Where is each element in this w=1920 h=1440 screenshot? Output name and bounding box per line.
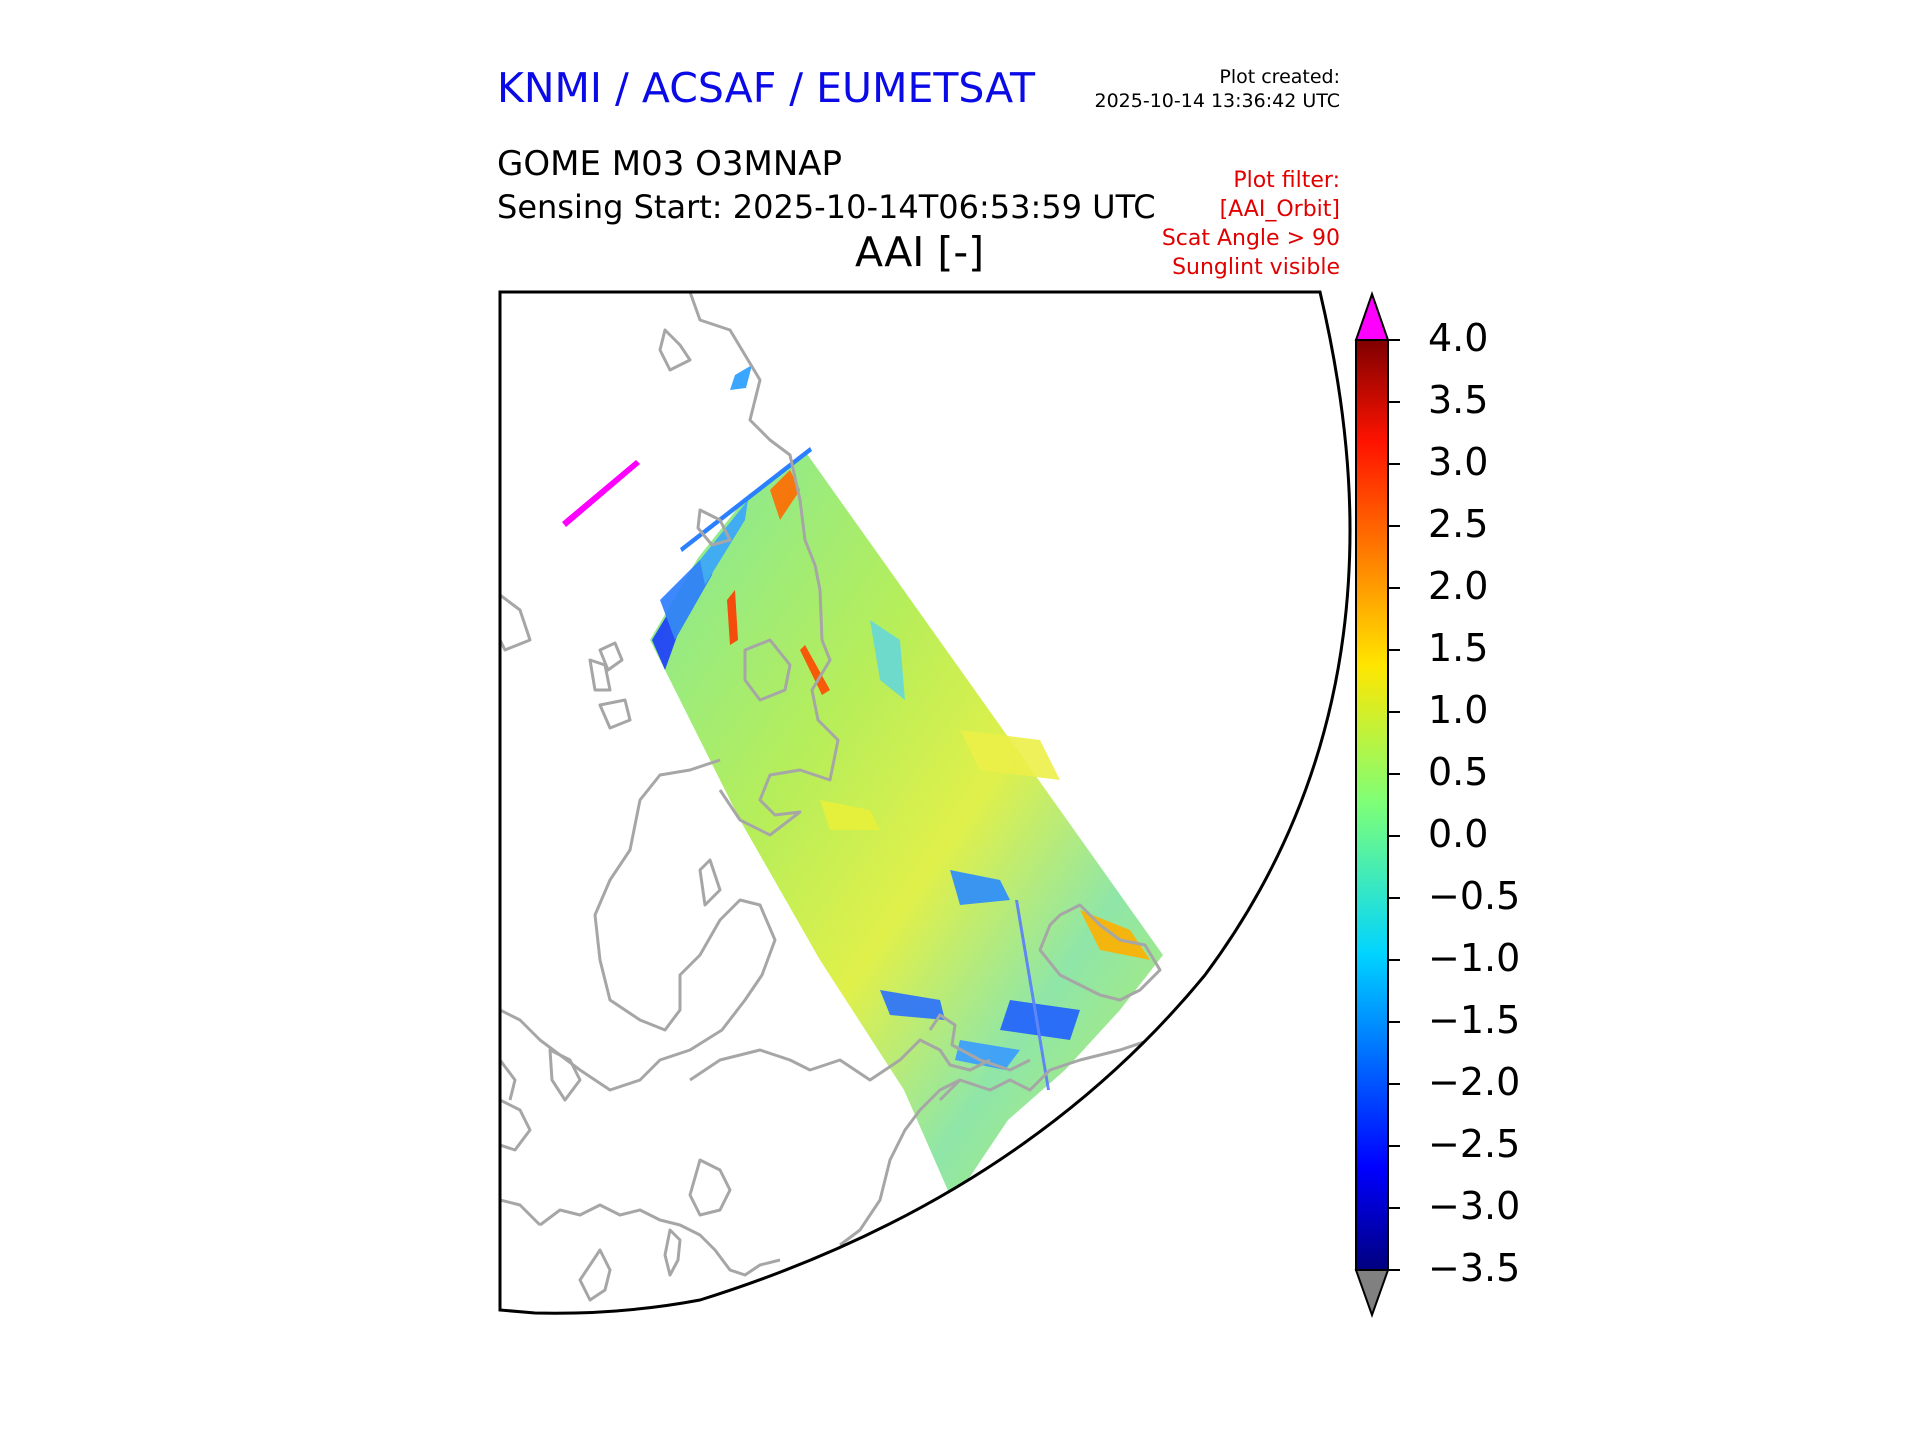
colorbar-tick-label: 1.0	[1428, 688, 1489, 732]
swath-strip	[680, 447, 812, 552]
plot-created-label: Plot created:	[1219, 66, 1340, 88]
swath-patch	[730, 365, 752, 390]
colorbar-tick-label: −3.5	[1428, 1246, 1521, 1290]
sensing-start: Sensing Start: 2025-10-14T06:53:59 UTC	[497, 188, 1156, 226]
colorbar-tick-label: 2.0	[1428, 564, 1489, 608]
colorbar-over-extend	[1354, 290, 1390, 341]
plot-filter-scat-angle: Scat Angle > 90	[1161, 226, 1340, 251]
plot-filter-label: Plot filter:	[1233, 168, 1340, 193]
colorbar-tick-label: 2.5	[1428, 502, 1489, 546]
quantity-title: AAI [-]	[855, 228, 985, 276]
map-frame	[498, 290, 1352, 1315]
colorbar-tick-label: −3.0	[1428, 1184, 1521, 1228]
colorbar-tick-label: 4.0	[1428, 316, 1489, 360]
colorbar-tick-label: 1.5	[1428, 626, 1489, 670]
colorbar-tick-label: −2.0	[1428, 1060, 1521, 1104]
colorbar-tick-label: 0.5	[1428, 750, 1489, 794]
plot-filter-sunglint: Sunglint visible	[1172, 255, 1340, 280]
colorbar-tick-label: −0.5	[1428, 874, 1521, 918]
colorbar-tick-label: −1.0	[1428, 936, 1521, 980]
plot-filter-orbit: [AAI_Orbit]	[1219, 197, 1340, 222]
organisation-title: KNMI / ACSAF / EUMETSAT	[497, 64, 1036, 112]
aai-over-range-track	[562, 460, 640, 527]
colorbar-tick-label: −2.5	[1428, 1122, 1521, 1166]
product-title: GOME M03 O3MNAP	[497, 144, 843, 184]
colorbar-tick-label: −1.5	[1428, 998, 1521, 1042]
colorbar-tick-label: 3.5	[1428, 378, 1489, 422]
colorbar-tick-label: 3.0	[1428, 440, 1489, 484]
colorbar-gradient	[1355, 339, 1389, 1271]
colorbar-tick-label: 0.0	[1428, 812, 1489, 856]
colorbar-under-extend	[1354, 1269, 1390, 1318]
coastlines	[500, 292, 1181, 1302]
plot-created-time: 2025-10-14 13:36:42 UTC	[1094, 90, 1341, 112]
